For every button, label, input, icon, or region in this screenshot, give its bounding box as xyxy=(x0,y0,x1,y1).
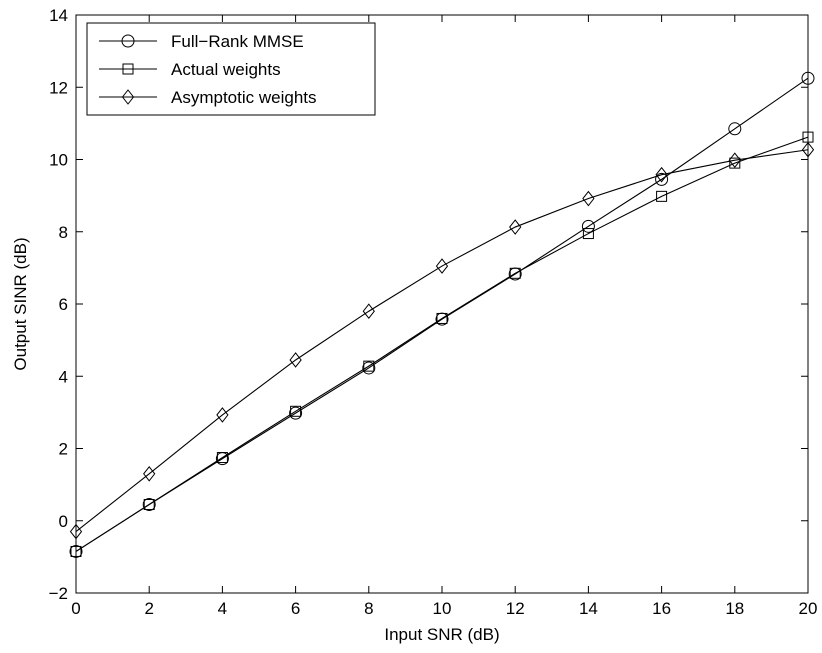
data-point-circle xyxy=(142,497,156,511)
data-point-square xyxy=(143,498,155,510)
y-tick-label: 14 xyxy=(49,6,68,25)
data-point-circle xyxy=(69,544,83,558)
data-point-square xyxy=(216,452,228,464)
data-point-diamond xyxy=(509,219,522,235)
x-tick-label: 0 xyxy=(71,599,80,618)
y-tick-label: 4 xyxy=(59,367,68,386)
data-point-diamond xyxy=(289,352,302,368)
x-tick-label: 12 xyxy=(506,599,525,618)
data-point-circle xyxy=(362,361,376,375)
data-point-square xyxy=(436,312,448,324)
data-point-circle xyxy=(801,71,815,85)
data-point-diamond xyxy=(69,523,83,540)
data-point-square xyxy=(70,545,82,557)
legend-marker-diamond xyxy=(121,89,135,105)
y-axis-title: Output SINR (dB) xyxy=(11,237,30,370)
data-point-square xyxy=(582,228,594,240)
x-tick-label: 6 xyxy=(291,599,300,618)
data-point-diamond xyxy=(801,141,815,158)
series-line-square xyxy=(75,136,809,552)
x-tick-label: 10 xyxy=(433,599,452,618)
data-point-square xyxy=(290,405,302,417)
data-point-square xyxy=(656,190,668,202)
data-point-diamond xyxy=(435,258,449,274)
data-point-circle xyxy=(655,172,669,186)
data-point-diamond xyxy=(582,190,595,207)
y-tick-label: 0 xyxy=(59,512,68,531)
legend-label: Actual weights xyxy=(171,60,281,79)
data-point-diamond xyxy=(143,465,156,482)
y-tick-label: 2 xyxy=(59,440,68,459)
data-point-diamond xyxy=(362,303,375,320)
data-point-circle xyxy=(728,122,742,136)
data-point-square xyxy=(363,360,375,372)
legend-marker-square xyxy=(122,63,134,75)
data-point-square xyxy=(729,157,741,169)
x-tick-label: 20 xyxy=(799,599,818,618)
y-tick-label: −2 xyxy=(49,584,68,603)
data-point-diamond xyxy=(655,166,668,183)
series-line-circle xyxy=(75,77,809,552)
data-point-square xyxy=(509,267,521,279)
data-point-diamond xyxy=(216,407,229,423)
x-tick-label: 8 xyxy=(364,599,373,618)
x-tick-label: 4 xyxy=(218,599,227,618)
legend-label: Full−Rank MMSE xyxy=(171,32,304,51)
y-tick-label: 12 xyxy=(49,78,68,97)
data-point-circle xyxy=(581,219,595,233)
x-tick-label: 14 xyxy=(579,599,598,618)
x-tick-label: 2 xyxy=(144,599,153,618)
series-line-diamond xyxy=(75,149,809,533)
legend-label: Asymptotic weights xyxy=(171,88,317,107)
x-axis-title: Input SNR (dB) xyxy=(384,625,499,644)
data-point-diamond xyxy=(728,152,741,169)
legend: Full−Rank MMSE Actual weights Asymptotic w… xyxy=(86,22,376,116)
x-tick-label: 16 xyxy=(652,599,671,618)
data-point-circle xyxy=(289,406,303,420)
y-tick-label: 10 xyxy=(49,151,68,170)
x-tick-label: 18 xyxy=(725,599,744,618)
y-tick-label: 8 xyxy=(59,223,68,242)
y-tick-label: 6 xyxy=(59,295,68,314)
legend-marker-circle xyxy=(121,34,135,48)
